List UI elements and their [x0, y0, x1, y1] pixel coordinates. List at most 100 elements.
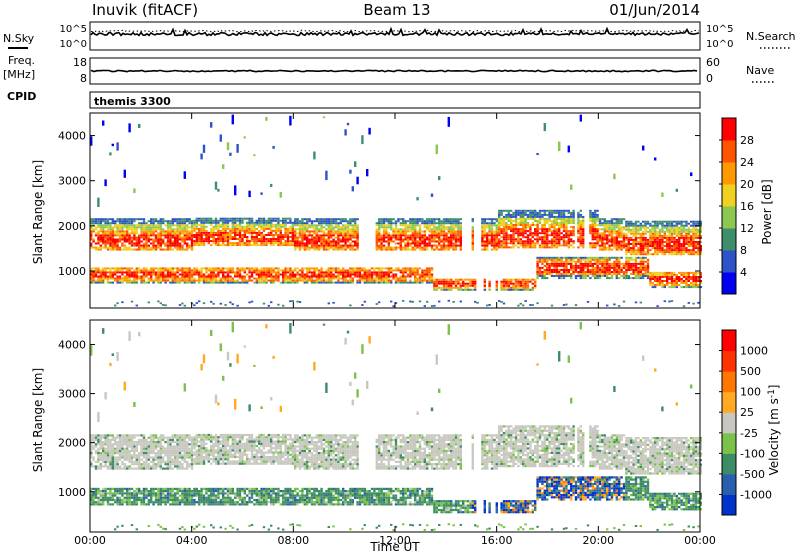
power-cell: [541, 259, 543, 261]
power-cell: [500, 222, 502, 224]
power-cell: [383, 249, 385, 251]
power-cell: [222, 224, 224, 226]
power-cell: [625, 239, 627, 241]
power-cell: [534, 285, 536, 287]
power-cell: [148, 282, 150, 284]
power-cell: [284, 240, 286, 242]
power-cell: [671, 274, 673, 276]
power-cell: [656, 241, 658, 243]
power-cell: [604, 267, 606, 269]
power-cell: [124, 249, 126, 251]
power-cell: [176, 237, 178, 239]
power-cell: [169, 267, 171, 269]
power-cell: [558, 218, 560, 220]
power-cell: [671, 235, 673, 237]
power-cell: [131, 267, 133, 269]
power-cell: [529, 224, 531, 226]
power-cell: [460, 237, 462, 239]
power-cell: [424, 241, 426, 243]
power-cell: [642, 235, 644, 237]
power-cell: [126, 237, 128, 239]
power-cell: [436, 287, 438, 289]
power-cell: [388, 245, 390, 247]
power-cell: [364, 267, 366, 269]
power-cell: [544, 232, 546, 234]
power-cell: [112, 222, 114, 224]
power-cell: [630, 229, 632, 231]
power-cell: [652, 233, 654, 235]
power-cell: [301, 278, 303, 280]
power-cell: [275, 267, 277, 269]
power-cell: [191, 224, 193, 226]
power-cell: [522, 283, 524, 285]
power-cell: [445, 241, 447, 243]
power-cell: [496, 218, 498, 220]
power-cell: [488, 232, 490, 234]
power-cell: [304, 237, 306, 239]
power-cell: [452, 228, 454, 230]
power-cell: [162, 249, 164, 251]
power-cell: [224, 224, 226, 226]
power-cell: [347, 276, 349, 278]
power-cell: [539, 238, 541, 240]
power-cell: [143, 226, 145, 228]
power-cell: [92, 280, 94, 282]
power-cell: [608, 226, 610, 228]
power-cell: [652, 225, 654, 227]
power-cell: [402, 220, 404, 222]
power-cell: [517, 240, 519, 242]
power-cell: [150, 230, 152, 232]
power-cell: [426, 237, 428, 239]
power-cell: [167, 276, 169, 278]
power-cell: [332, 245, 334, 247]
power-cell: [438, 232, 440, 234]
power-cell: [323, 220, 325, 222]
power-cell: [191, 237, 193, 239]
power-cell: [356, 243, 358, 245]
power-cell: [563, 236, 565, 238]
power-cell: [496, 237, 498, 239]
power-cell: [628, 227, 630, 229]
power-cell: [616, 222, 618, 224]
power-cell: [390, 241, 392, 243]
power-cell: [656, 251, 658, 253]
power-cell: [354, 228, 356, 230]
power-cell: [596, 216, 598, 218]
power-cell: [172, 237, 174, 239]
power-cell: [344, 282, 346, 284]
power-cell: [184, 234, 186, 236]
power-cell: [426, 282, 428, 284]
power-cell: [510, 226, 512, 228]
power-cell: [361, 280, 363, 282]
power-cell: [661, 237, 663, 239]
power-cell: [611, 232, 613, 234]
power-cell: [491, 234, 493, 236]
power-cell: [323, 247, 325, 249]
power-cell: [330, 267, 332, 269]
power-cell: [438, 228, 440, 230]
power-cell: [536, 230, 538, 232]
power-cell: [604, 261, 606, 263]
power-cell: [301, 276, 303, 278]
power-cell: [210, 271, 212, 273]
power-cell: [541, 277, 543, 279]
power-cell: [124, 230, 126, 232]
power-cell: [654, 158, 656, 161]
power-cell: [416, 234, 418, 236]
power-cell: [376, 230, 378, 232]
power-cell: [512, 283, 514, 285]
power-cell: [95, 280, 97, 282]
power-cell: [529, 232, 531, 234]
power-cell: [558, 265, 560, 267]
power-cell: [323, 274, 325, 276]
power-cell: [510, 214, 512, 216]
power-cell: [217, 234, 219, 236]
power-cell: [352, 228, 354, 230]
power-cell: [565, 222, 567, 224]
power-cell: [169, 276, 171, 278]
power-cell: [109, 239, 111, 241]
power-cell: [553, 267, 555, 269]
power-cell: [157, 232, 159, 234]
power-cell: [613, 226, 615, 228]
power-cell: [335, 282, 337, 284]
